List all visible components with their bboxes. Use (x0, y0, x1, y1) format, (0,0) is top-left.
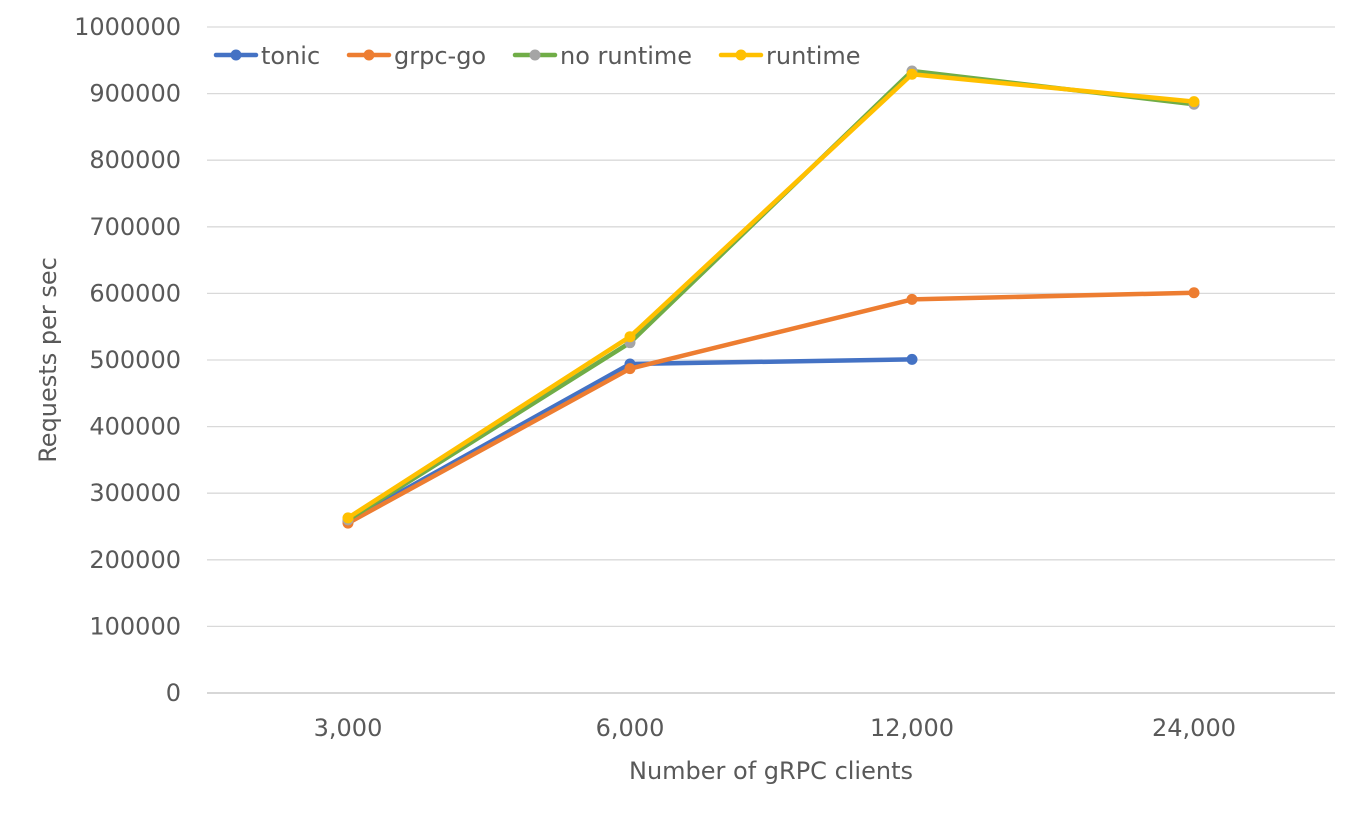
series-line (345, 72, 1197, 521)
legend-marker (735, 49, 747, 61)
legend-marker (529, 49, 541, 61)
y-tick-label: 200000 (89, 546, 181, 574)
y-tick-label: 300000 (89, 479, 181, 507)
legend-marker (363, 49, 375, 61)
legend: tonic grpc-go no runtime runtime (213, 42, 861, 70)
legend-item: grpc-go (346, 42, 486, 70)
y-axis-tick-labels: 0 100000 200000 300000 400000 500000 600000 700… (74, 13, 181, 707)
series-grpc-go (342, 287, 1200, 529)
data-point (624, 331, 636, 343)
y-tick-label: 500000 (89, 346, 181, 374)
legend-item: tonic (213, 42, 320, 70)
legend-item: runtime (718, 42, 861, 70)
data-point (906, 293, 918, 305)
y-tick-label: 800000 (89, 146, 181, 174)
data-point (342, 512, 354, 524)
data-point (624, 363, 636, 375)
data-point (1188, 287, 1200, 299)
y-tick-label: 1000000 (74, 13, 181, 41)
legend-item: no runtime (512, 42, 692, 70)
x-axis-title: Number of gRPC clients (629, 757, 913, 785)
legend-label: runtime (766, 42, 861, 70)
x-tick-label: 6,000 (596, 714, 665, 742)
legend-marker (230, 49, 242, 61)
y-tick-label: 400000 (89, 413, 181, 441)
data-point (906, 353, 918, 365)
legend-label: grpc-go (394, 42, 486, 70)
x-tick-label: 12,000 (870, 714, 954, 742)
series-line (345, 357, 915, 524)
legend-label: no runtime (560, 42, 692, 70)
legend-label: tonic (261, 42, 320, 70)
x-tick-label: 24,000 (1152, 714, 1236, 742)
y-axis-title: Requests per sec (34, 257, 62, 463)
series-runtime (342, 68, 1200, 524)
y-tick-label: 0 (166, 679, 181, 707)
y-tick-label: 700000 (89, 213, 181, 241)
series-lines (342, 65, 1200, 529)
x-axis-tick-labels: 3,000 6,000 12,000 24,000 (314, 714, 1236, 742)
y-tick-label: 600000 (89, 279, 181, 307)
series-tonic (342, 353, 918, 527)
y-tick-label: 900000 (89, 80, 181, 108)
series-line (345, 290, 1197, 526)
data-point (906, 68, 918, 80)
data-point (1188, 96, 1200, 108)
y-tick-label: 100000 (89, 612, 181, 640)
x-tick-label: 3,000 (314, 714, 383, 742)
